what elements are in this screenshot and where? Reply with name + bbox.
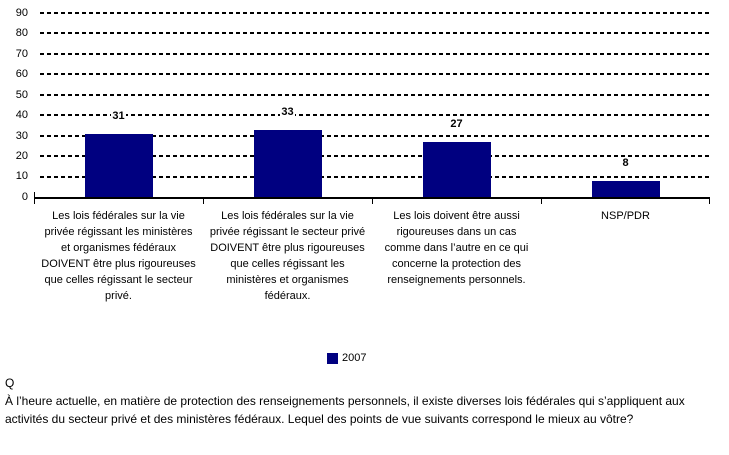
- gridline-40: [40, 114, 710, 117]
- x-axis-tick: [709, 199, 710, 204]
- bar-value-label: 27: [449, 117, 464, 131]
- legend: 2007: [327, 352, 366, 365]
- gridline-90: [40, 12, 710, 14]
- bar-group-2: 33: [203, 13, 372, 197]
- bar-group-3: 27: [372, 13, 541, 197]
- y-axis-label: 90: [15, 7, 28, 19]
- gridline-30: [40, 134, 710, 137]
- gridline-20: [40, 155, 710, 158]
- gridline-60: [40, 73, 710, 76]
- y-axis-label: 60: [15, 68, 28, 80]
- y-axis-label: 0: [21, 191, 28, 203]
- category-label-2: Les lois fédérales sur la vie privée rég…: [209, 210, 366, 302]
- question-block: Q À l’heure actuelle, en matière de prot…: [5, 374, 721, 428]
- gridline-70: [40, 52, 710, 55]
- category-label-4: NSP/PDR: [601, 210, 650, 222]
- y-axis-label: 10: [15, 170, 28, 182]
- gridline-50: [40, 93, 710, 96]
- bar-value-label: 33: [280, 105, 295, 119]
- x-axis-category-labels: Les lois fédérales sur la vie privée rég…: [34, 208, 710, 304]
- bar-2007-category-4: [591, 180, 660, 197]
- x-axis-tick: [541, 199, 542, 204]
- bar-2007-category-2: [253, 129, 322, 197]
- y-axis-label: 30: [15, 130, 28, 142]
- bar-2007-category-3: [422, 141, 491, 197]
- plot-area: 31 33 27 8: [34, 12, 710, 199]
- y-axis-origin-tick: [34, 192, 35, 197]
- category-label-3: Les lois doivent être aussi rigoureuses …: [384, 210, 529, 286]
- bar-2007-category-1: [84, 133, 153, 197]
- gridline-80: [40, 32, 710, 35]
- y-axis-label: 20: [15, 150, 28, 162]
- y-axis-label: 70: [15, 48, 28, 60]
- x-axis-tick: [372, 199, 373, 204]
- y-axis-label: 50: [15, 89, 28, 101]
- x-axis-tick: [34, 199, 35, 204]
- gridline-10: [40, 175, 710, 178]
- y-axis-label: 80: [15, 27, 28, 39]
- bar-group-4: 8: [541, 13, 710, 197]
- x-axis-tick: [203, 199, 204, 204]
- bar-group-1: 31: [34, 13, 203, 197]
- bar-value-label: 8: [621, 156, 630, 170]
- question-prefix: Q: [5, 376, 15, 390]
- y-axis-label: 40: [15, 109, 28, 121]
- bar-value-label: 31: [111, 109, 126, 123]
- question-text: À l’heure actuelle, en matière de protec…: [5, 394, 685, 426]
- category-label-1: Les lois fédérales sur la vie privée rég…: [41, 210, 196, 302]
- legend-swatch-icon: [327, 353, 338, 364]
- legend-label: 2007: [342, 352, 367, 364]
